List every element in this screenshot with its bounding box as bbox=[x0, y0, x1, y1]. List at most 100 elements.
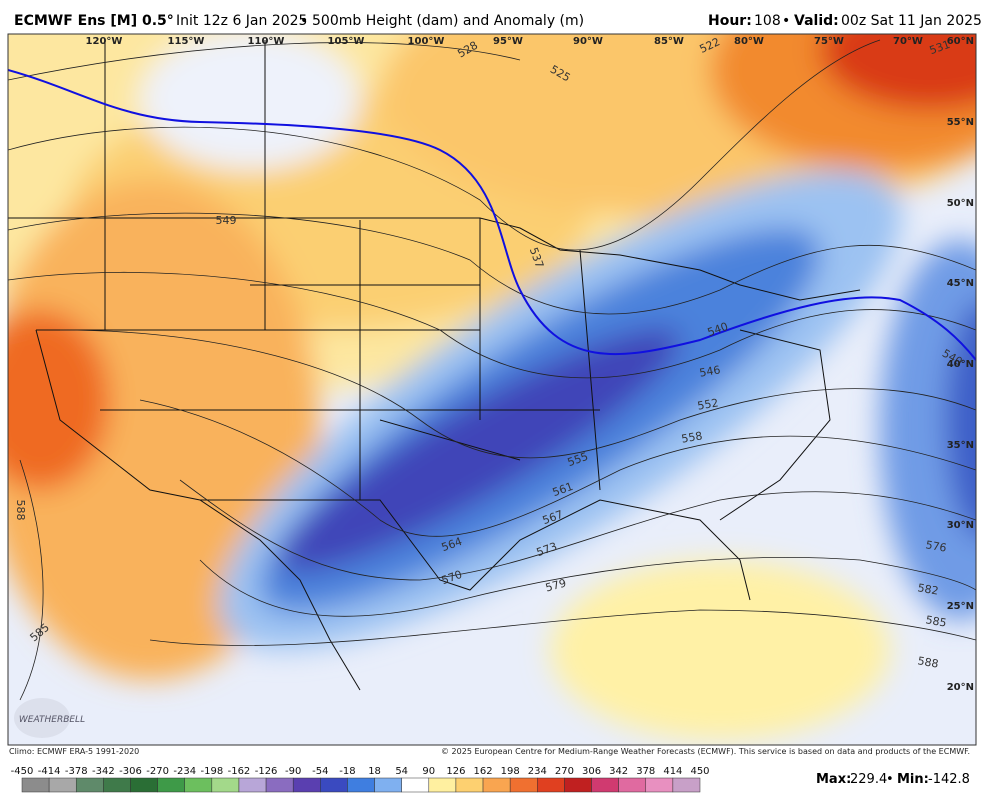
colorbar-label: 54 bbox=[395, 766, 408, 777]
colorbar-label: -54 bbox=[312, 766, 328, 777]
colorbar-label: 342 bbox=[609, 766, 628, 777]
colorbar-label: 198 bbox=[501, 766, 520, 777]
climo: Climo: ECMWF ERA-5 1991-2020 bbox=[9, 747, 139, 756]
lon-label: 105°W bbox=[328, 36, 365, 47]
contour-label: 558 bbox=[680, 429, 703, 445]
init: Init 12z 6 Jan 2025 bbox=[176, 13, 307, 29]
colorbar-label: -162 bbox=[228, 766, 251, 777]
colorbar-label: 378 bbox=[636, 766, 655, 777]
colorbar-swatch bbox=[347, 777, 375, 793]
contour-label: 588 bbox=[917, 654, 940, 670]
colorbar-swatch bbox=[292, 777, 321, 793]
colorbar-swatch bbox=[564, 777, 592, 793]
model: ECMWF Ens [M] 0.5° bbox=[14, 13, 174, 29]
colorbar-swatch bbox=[482, 777, 511, 793]
lat-label: 45°N bbox=[947, 278, 974, 289]
colorbar-label: 450 bbox=[690, 766, 709, 777]
colorbar-label: 234 bbox=[528, 766, 547, 777]
colorbar-label: -270 bbox=[146, 766, 169, 777]
lat-label: 60°N bbox=[947, 36, 974, 47]
min: -142.8 bbox=[928, 772, 970, 787]
lat-labels: 60°N 55°N 50°N 45°N 40°N 35°N 30°N 25°N 20°N bbox=[947, 36, 974, 693]
lon-label: 110°W bbox=[248, 36, 285, 47]
colorbar-label: 414 bbox=[663, 766, 682, 777]
colorbar-label: -378 bbox=[65, 766, 88, 777]
colorbar-label: -414 bbox=[38, 766, 61, 777]
contour-label: 582 bbox=[917, 581, 940, 597]
lat-label: 40°N bbox=[947, 359, 974, 370]
min-label: Min: bbox=[897, 772, 929, 787]
colorbar-label: 90 bbox=[422, 766, 435, 777]
lat-label: 50°N bbox=[947, 198, 974, 209]
lon-label: 70°W bbox=[893, 36, 923, 47]
contour-label: 588 bbox=[14, 500, 27, 521]
colorbar-label: -198 bbox=[200, 766, 223, 777]
lon-label: 75°W bbox=[814, 36, 844, 47]
colorbar-swatch bbox=[21, 777, 50, 793]
colorbar-swatch bbox=[645, 777, 674, 793]
borders bbox=[8, 40, 861, 691]
lat-label: 35°N bbox=[947, 440, 974, 451]
valid: 00z Sat 11 Jan 2025 bbox=[841, 13, 982, 29]
logo: WEATHERBELL bbox=[19, 715, 85, 725]
max: 229.4 bbox=[850, 772, 887, 787]
lat-label: 20°N bbox=[947, 682, 974, 693]
colorbar-swatch bbox=[211, 777, 240, 793]
contour-label: 585 bbox=[925, 613, 948, 629]
copyright: © 2025 European Centre for Medium-Range … bbox=[441, 747, 970, 756]
lon-label: 95°W bbox=[493, 36, 523, 47]
colorbar-label: -18 bbox=[339, 766, 355, 777]
colorbar-label: -90 bbox=[285, 766, 301, 777]
contour-label: 579 bbox=[544, 577, 568, 595]
colorbar-label: -306 bbox=[119, 766, 142, 777]
colorbar-label: -342 bbox=[92, 766, 115, 777]
colorbar-swatch bbox=[184, 777, 213, 793]
colorbar-swatch bbox=[672, 777, 701, 793]
map-frame bbox=[7, 33, 977, 746]
lon-label: 115°W bbox=[168, 36, 205, 47]
colorbar-label: 162 bbox=[473, 766, 492, 777]
field: 500mb Height (dam) and Anomaly (m) bbox=[312, 13, 584, 29]
header: ECMWF Ens [M] 0.5° Init 12z 6 Jan 2025 •… bbox=[14, 13, 982, 29]
lat-label: 25°N bbox=[947, 601, 974, 612]
colorbar-swatch bbox=[537, 777, 565, 793]
contours bbox=[8, 39, 976, 701]
colorbar-swatch bbox=[509, 777, 538, 793]
colorbar-swatch bbox=[428, 777, 457, 793]
separator: • bbox=[300, 13, 308, 29]
colorbar-label: -234 bbox=[173, 766, 196, 777]
lon-labels: 120°W 115°W 110°W 105°W 100°W 95°W 90°W 85°W 80°… bbox=[86, 36, 923, 47]
colorbar-label: -450 bbox=[11, 766, 34, 777]
colorbar-swatch bbox=[591, 777, 619, 793]
colorbar-swatch bbox=[157, 777, 185, 793]
colorbar-label: 270 bbox=[555, 766, 574, 777]
lat-label: 55°N bbox=[947, 117, 974, 128]
contour-label: 546 bbox=[698, 363, 721, 379]
colorbar: -450 -414 -378 -342 -306 -270 -234 -198 -162 -126… bbox=[11, 766, 710, 793]
colorbar-swatch bbox=[455, 777, 484, 793]
hour: 108 bbox=[754, 13, 781, 29]
colorbar-label: -126 bbox=[255, 766, 278, 777]
colorbar-swatch bbox=[265, 777, 294, 793]
colorbar-swatch bbox=[130, 777, 158, 793]
stats: Max: 229.4 • Min: -142.8 bbox=[816, 772, 970, 787]
colorbar-swatch bbox=[618, 777, 647, 793]
lon-label: 85°W bbox=[654, 36, 684, 47]
contour-label: 576 bbox=[925, 538, 948, 554]
colorbar-label: 306 bbox=[582, 766, 601, 777]
valid-label: Valid: bbox=[794, 13, 839, 29]
colorbar-swatch bbox=[320, 777, 348, 793]
colorbar-swatch bbox=[238, 777, 267, 793]
lon-label: 80°W bbox=[734, 36, 764, 47]
colorbar-swatch bbox=[75, 777, 104, 793]
separator: • bbox=[886, 772, 894, 787]
lon-label: 100°W bbox=[408, 36, 445, 47]
colorbar-swatch bbox=[48, 777, 77, 793]
max-label: Max: bbox=[816, 772, 851, 787]
colorbar-swatch bbox=[103, 777, 131, 793]
separator: • bbox=[782, 13, 790, 29]
lon-label: 120°W bbox=[86, 36, 123, 47]
